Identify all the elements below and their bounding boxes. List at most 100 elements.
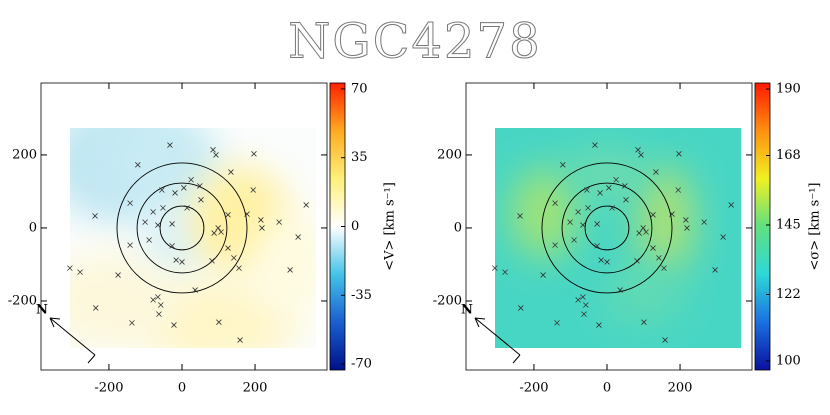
north-arrow <box>474 317 521 364</box>
map-shade <box>100 128 221 213</box>
data-point <box>192 287 198 293</box>
data-point <box>171 322 177 328</box>
data-point <box>225 212 231 218</box>
data-point <box>580 294 586 300</box>
data-point <box>540 272 546 278</box>
data-point <box>560 162 566 168</box>
aperture-ring <box>584 205 630 251</box>
map-shade <box>566 148 647 199</box>
data-point <box>662 337 668 343</box>
data-point <box>173 257 179 263</box>
data-point <box>210 147 216 153</box>
data-point <box>517 213 523 219</box>
data-point <box>604 259 610 265</box>
colorbar-label: <V> [km s⁻¹] <box>383 182 398 271</box>
data-point <box>720 234 726 240</box>
colorbar-tick-label: -35 <box>351 288 372 303</box>
data-point <box>552 242 558 248</box>
aperture-ring <box>136 182 228 274</box>
data-point <box>598 257 604 263</box>
data-point <box>172 190 178 196</box>
data-point <box>606 185 612 191</box>
data-point <box>638 152 644 158</box>
data-point <box>181 185 187 191</box>
plot-frame <box>465 82 753 371</box>
data-point <box>583 302 589 308</box>
data-point <box>146 237 152 243</box>
map-shade <box>138 277 299 348</box>
colorbar-tick-label: 122 <box>776 287 801 302</box>
map-shade <box>251 214 316 315</box>
data-point <box>571 237 577 243</box>
data-point <box>156 311 162 317</box>
data-point <box>159 187 165 193</box>
colorbar-tick-label: 190 <box>776 82 801 97</box>
figure-title: NGC4278 <box>288 14 541 70</box>
north-label: N <box>461 303 473 318</box>
y-tick-label: -200 <box>433 293 462 308</box>
data-point <box>228 169 234 175</box>
data-point <box>135 162 141 168</box>
data-point <box>169 221 175 227</box>
data-point <box>93 305 99 311</box>
colorbar-tick-label: 145 <box>776 217 801 232</box>
data-point <box>198 197 204 203</box>
data-point <box>712 267 718 273</box>
map-shade <box>70 251 179 348</box>
data-point <box>160 205 166 211</box>
data-point <box>197 183 203 189</box>
data-point <box>653 169 659 175</box>
colorbar-tick-label: 0 <box>351 219 359 234</box>
data-point <box>552 200 558 206</box>
data-point <box>684 225 690 231</box>
data-point <box>115 272 121 278</box>
data-point <box>634 258 640 264</box>
data-point <box>554 320 560 326</box>
data-point <box>155 222 161 228</box>
data-point <box>675 187 681 193</box>
data-point <box>259 225 265 231</box>
north-label: N <box>36 303 48 318</box>
north-arrow <box>49 317 96 364</box>
map-shade <box>635 165 696 276</box>
data-point <box>250 187 256 193</box>
data-point <box>683 217 689 223</box>
data-point <box>303 202 309 208</box>
data-point <box>636 230 642 236</box>
data-point <box>613 176 619 183</box>
data-point <box>158 302 164 308</box>
map-shade <box>509 168 580 259</box>
data-point <box>127 242 133 248</box>
data-point <box>641 319 647 325</box>
data-point <box>581 311 587 317</box>
data-point <box>656 255 662 261</box>
data-point <box>580 222 586 228</box>
data-point <box>184 205 190 211</box>
y-tick-label: 200 <box>12 147 37 162</box>
colorbar-tick-label: 100 <box>776 353 801 368</box>
colorbar-label: <σ> [km s⁻¹] <box>808 182 823 270</box>
data-point <box>215 225 221 231</box>
data-point <box>594 221 600 227</box>
colorbar <box>754 82 771 371</box>
data-point <box>650 212 656 218</box>
data-point <box>236 265 242 271</box>
data-point <box>650 245 656 251</box>
data-point <box>67 265 73 271</box>
map-field <box>495 128 741 348</box>
data-point <box>213 152 219 158</box>
map-field <box>70 128 316 348</box>
y-tick-label: -200 <box>8 293 37 308</box>
x-tick-label: 0 <box>178 381 186 396</box>
data-point <box>585 205 591 211</box>
data-point <box>129 320 135 326</box>
data-point <box>150 297 156 303</box>
data-point <box>237 337 243 343</box>
data-point <box>231 255 237 261</box>
data-point <box>661 265 667 271</box>
data-point <box>617 287 623 293</box>
data-point <box>244 211 250 217</box>
data-point <box>575 209 581 215</box>
map-shade <box>603 263 684 324</box>
data-point <box>676 151 682 157</box>
